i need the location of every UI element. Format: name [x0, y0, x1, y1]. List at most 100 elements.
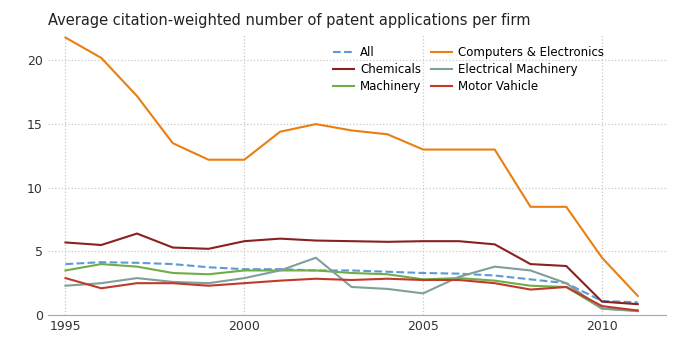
Electrical Machinery	[634, 309, 642, 313]
Chemicals	[526, 262, 534, 266]
All	[240, 267, 248, 271]
Computers & Electronics	[455, 147, 463, 152]
Computers & Electronics	[205, 158, 213, 162]
Line: Machinery: Machinery	[65, 264, 638, 310]
Line: Motor Vahicle: Motor Vahicle	[65, 278, 638, 310]
Machinery	[205, 272, 213, 276]
Machinery	[526, 284, 534, 288]
All	[419, 271, 427, 275]
Motor Vahicle	[491, 281, 499, 285]
Electrical Machinery	[205, 281, 213, 285]
Chemicals	[61, 240, 69, 245]
All	[384, 270, 392, 274]
Motor Vahicle	[61, 276, 69, 280]
Chemicals	[276, 237, 284, 241]
Machinery	[384, 272, 392, 276]
Electrical Machinery	[455, 275, 463, 279]
Motor Vahicle	[133, 281, 141, 285]
Computers & Electronics	[61, 35, 69, 40]
Chemicals	[562, 264, 571, 268]
Machinery	[419, 277, 427, 281]
Computers & Electronics	[419, 147, 427, 152]
All	[276, 267, 284, 271]
Machinery	[455, 276, 463, 280]
Chemicals	[97, 243, 105, 247]
Electrical Machinery	[384, 287, 392, 291]
Chemicals	[419, 239, 427, 243]
Motor Vahicle	[276, 279, 284, 283]
Electrical Machinery	[312, 256, 320, 260]
All	[455, 272, 463, 276]
Electrical Machinery	[491, 265, 499, 269]
Electrical Machinery	[240, 276, 248, 280]
Motor Vahicle	[562, 285, 571, 289]
Computers & Electronics	[169, 141, 177, 145]
Computers & Electronics	[634, 294, 642, 298]
Machinery	[634, 308, 642, 313]
Electrical Machinery	[169, 280, 177, 284]
All	[491, 273, 499, 278]
All	[598, 299, 606, 303]
All	[169, 262, 177, 266]
Line: Computers & Electronics: Computers & Electronics	[65, 37, 638, 296]
Electrical Machinery	[133, 276, 141, 280]
Electrical Machinery	[61, 284, 69, 288]
Motor Vahicle	[384, 276, 392, 281]
Motor Vahicle	[526, 287, 534, 292]
All	[61, 262, 69, 266]
Chemicals	[384, 240, 392, 244]
All	[205, 265, 213, 270]
All	[312, 268, 320, 273]
Computers & Electronics	[240, 158, 248, 162]
Electrical Machinery	[347, 285, 356, 289]
Electrical Machinery	[97, 281, 105, 285]
All	[562, 281, 571, 285]
Computers & Electronics	[491, 147, 499, 152]
Chemicals	[491, 242, 499, 246]
Machinery	[133, 265, 141, 269]
Electrical Machinery	[276, 268, 284, 273]
Computers & Electronics	[97, 56, 105, 60]
Motor Vahicle	[205, 284, 213, 288]
Motor Vahicle	[347, 278, 356, 282]
Machinery	[562, 285, 571, 289]
All	[133, 261, 141, 265]
Motor Vahicle	[169, 281, 177, 285]
Line: Electrical Machinery: Electrical Machinery	[65, 258, 638, 311]
Motor Vahicle	[240, 281, 248, 285]
Computers & Electronics	[598, 256, 606, 260]
Chemicals	[133, 231, 141, 236]
Legend: All, Chemicals, Machinery, Computers & Electronics, Electrical Machinery, Motor : All, Chemicals, Machinery, Computers & E…	[330, 44, 607, 96]
Motor Vahicle	[419, 278, 427, 282]
Line: All: All	[65, 262, 638, 302]
All	[526, 277, 534, 281]
Chemicals	[312, 238, 320, 243]
Chemicals	[455, 239, 463, 243]
Machinery	[312, 268, 320, 273]
Electrical Machinery	[526, 268, 534, 273]
Computers & Electronics	[526, 205, 534, 209]
Machinery	[276, 268, 284, 273]
Electrical Machinery	[419, 291, 427, 295]
All	[634, 300, 642, 304]
Computers & Electronics	[133, 94, 141, 98]
Chemicals	[347, 239, 356, 243]
Machinery	[97, 262, 105, 266]
Machinery	[240, 268, 248, 273]
Chemicals	[169, 245, 177, 250]
Motor Vahicle	[455, 278, 463, 282]
Text: Average citation-weighted number of patent applications per firm: Average citation-weighted number of pate…	[48, 13, 530, 28]
All	[97, 260, 105, 264]
Electrical Machinery	[598, 307, 606, 311]
Chemicals	[634, 302, 642, 306]
Chemicals	[598, 300, 606, 304]
All	[347, 268, 356, 273]
Chemicals	[205, 247, 213, 251]
Computers & Electronics	[562, 205, 571, 209]
Machinery	[491, 279, 499, 283]
Machinery	[169, 271, 177, 275]
Motor Vahicle	[97, 286, 105, 290]
Chemicals	[240, 239, 248, 243]
Electrical Machinery	[562, 281, 571, 285]
Computers & Electronics	[312, 122, 320, 126]
